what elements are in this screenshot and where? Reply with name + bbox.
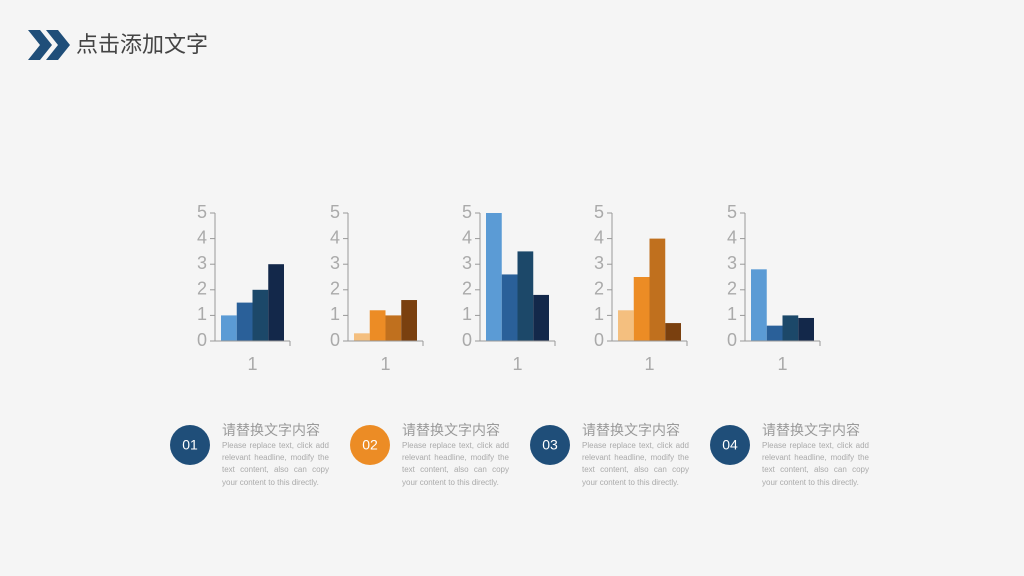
number-badge: [350, 425, 390, 465]
y-tick-label: 3: [462, 253, 472, 273]
bar: [633, 277, 650, 341]
bar: [354, 333, 370, 341]
bar: [236, 302, 253, 341]
chevron-icon: [28, 30, 52, 60]
y-tick-label: 4: [330, 227, 340, 247]
y-tick-label: 3: [330, 253, 340, 273]
bar: [649, 238, 666, 341]
y-tick-label: 1: [727, 304, 737, 324]
bar: [766, 325, 783, 341]
number-badge: [170, 425, 210, 465]
y-tick-label: 1: [594, 304, 604, 324]
item-title: 请替换文字内容: [222, 422, 320, 438]
chevron-icon: [46, 30, 70, 60]
y-tick-label: 5: [330, 202, 340, 222]
y-tick-label: 5: [197, 202, 207, 222]
item-text: Please replace text, click add relevant …: [222, 441, 329, 487]
number-badge: [710, 425, 750, 465]
y-tick-label: 2: [727, 279, 737, 299]
bar: [618, 310, 634, 341]
bar: [385, 315, 402, 341]
y-tick-label: 5: [462, 202, 472, 222]
bar: [401, 300, 417, 341]
y-tick-label: 1: [330, 304, 340, 324]
item-title: 请替换文字内容: [582, 422, 680, 438]
number-badge: [530, 425, 570, 465]
item-text: Please replace text, click add relevant …: [582, 441, 689, 487]
y-tick-label: 2: [197, 279, 207, 299]
item-text: Please replace text, click add relevant …: [402, 441, 509, 487]
y-tick-label: 3: [197, 253, 207, 273]
y-tick-label: 0: [727, 330, 737, 350]
bar: [665, 323, 681, 341]
badge-number: 03: [542, 437, 558, 453]
item-title: 请替换文字内容: [402, 422, 500, 438]
y-tick-label: 2: [330, 279, 340, 299]
slide-title: 点击添加文字: [76, 32, 208, 57]
badge-number: 02: [362, 437, 378, 453]
y-tick-label: 1: [197, 304, 207, 324]
bar: [798, 317, 814, 341]
y-tick-label: 2: [594, 279, 604, 299]
bar: [751, 269, 767, 341]
x-tick-label: 1: [777, 354, 787, 374]
y-tick-label: 5: [594, 202, 604, 222]
y-tick-label: 4: [727, 227, 737, 247]
bar: [221, 315, 237, 341]
y-tick-label: 0: [462, 330, 472, 350]
bar: [252, 289, 269, 341]
item-title: 请替换文字内容: [762, 422, 860, 438]
y-tick-label: 1: [462, 304, 472, 324]
bar: [782, 315, 799, 341]
x-tick-label: 1: [644, 354, 654, 374]
bar: [517, 251, 534, 341]
x-tick-label: 1: [247, 354, 257, 374]
bar: [533, 294, 549, 341]
badge-number: 04: [722, 437, 738, 453]
y-tick-label: 0: [197, 330, 207, 350]
badge-number: 01: [182, 437, 198, 453]
bar: [486, 213, 502, 341]
y-tick-label: 2: [462, 279, 472, 299]
y-tick-label: 4: [462, 227, 472, 247]
y-tick-label: 3: [594, 253, 604, 273]
bar: [268, 264, 284, 341]
y-tick-label: 5: [727, 202, 737, 222]
item-text: Please replace text, click add relevant …: [762, 441, 869, 487]
x-tick-label: 1: [512, 354, 522, 374]
y-tick-label: 0: [330, 330, 340, 350]
y-tick-label: 0: [594, 330, 604, 350]
x-tick-label: 1: [380, 354, 390, 374]
bar: [501, 274, 518, 341]
bar: [369, 310, 386, 341]
y-tick-label: 3: [727, 253, 737, 273]
y-tick-label: 4: [594, 227, 604, 247]
y-tick-label: 4: [197, 227, 207, 247]
